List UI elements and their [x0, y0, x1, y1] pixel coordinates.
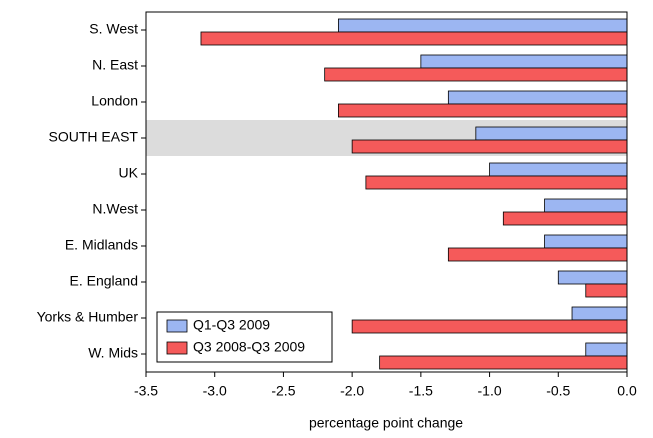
- legend-swatch: [166, 319, 188, 333]
- bar: [571, 306, 628, 321]
- y-tick-label: S. West: [89, 21, 138, 37]
- plot-frame: [145, 11, 628, 373]
- y-tick-label: Yorks & Humber: [37, 309, 139, 325]
- legend-swatch: [166, 341, 188, 355]
- bar: [324, 67, 628, 82]
- bar: [475, 126, 628, 141]
- legend-label: Q3 2008-Q3 2009: [193, 339, 305, 355]
- bar: [585, 283, 628, 298]
- y-tick-label: E. England: [70, 273, 139, 289]
- y-tick-label: W. Mids: [88, 345, 138, 361]
- bar: [544, 198, 628, 213]
- bar: [447, 90, 628, 105]
- bar: [351, 139, 628, 154]
- bar: [585, 342, 628, 357]
- bar: [489, 162, 628, 177]
- bar: [420, 54, 628, 69]
- y-tick-label: N. East: [92, 57, 138, 73]
- bar: [351, 319, 628, 334]
- bar: [337, 18, 628, 33]
- y-tick-label: London: [91, 93, 138, 109]
- bar: [365, 175, 628, 190]
- x-tick-label: -3.5: [134, 383, 158, 399]
- x-axis-label: percentage point change: [309, 415, 463, 431]
- bar: [557, 270, 628, 285]
- x-tick-label: -2.0: [340, 383, 364, 399]
- x-tick-label: -1.0: [478, 383, 502, 399]
- x-tick-label: -0.5: [546, 383, 570, 399]
- bar: [502, 211, 628, 226]
- bar: [379, 355, 628, 370]
- bar: [200, 31, 628, 46]
- bar: [337, 103, 628, 118]
- y-tick-label: E. Midlands: [65, 237, 138, 253]
- x-tick-label: -3.0: [203, 383, 227, 399]
- x-tick-label: -1.5: [409, 383, 433, 399]
- x-tick-label: -2.5: [271, 383, 295, 399]
- bar: [447, 247, 628, 262]
- legend-label: Q1-Q3 2009: [193, 317, 270, 333]
- y-tick-label: UK: [119, 165, 139, 181]
- bar: [544, 234, 628, 249]
- y-tick-label: SOUTH EAST: [49, 129, 139, 145]
- y-tick-label: N.West: [92, 201, 138, 217]
- x-tick-label: 0.0: [617, 383, 637, 399]
